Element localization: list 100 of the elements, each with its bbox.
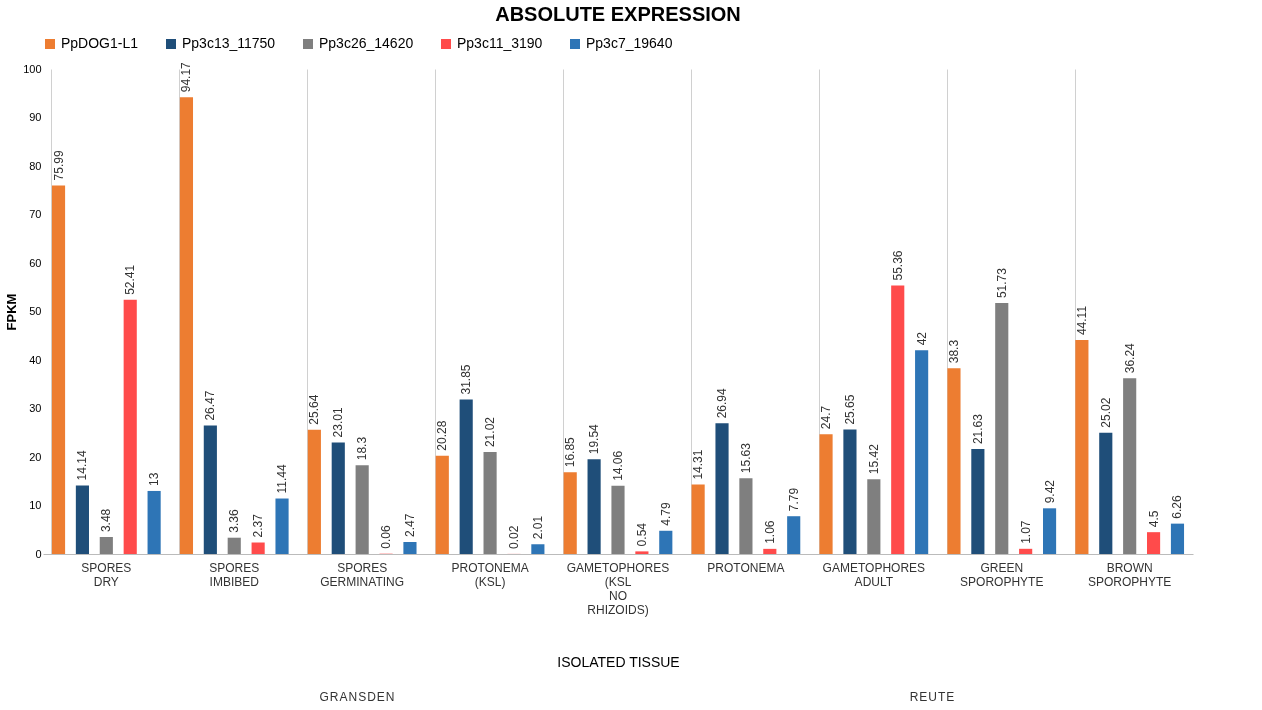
data-label: 0.54 — [634, 522, 649, 547]
data-label: 4.79 — [658, 502, 673, 526]
data-label: 14.31 — [691, 449, 706, 480]
bar — [947, 368, 961, 554]
bar — [819, 434, 833, 554]
data-label: 21.63 — [970, 413, 985, 445]
data-label: 26.47 — [203, 390, 218, 421]
bar — [1099, 432, 1113, 554]
bar — [459, 399, 473, 554]
data-label: 15.42 — [866, 443, 881, 475]
bar — [251, 542, 265, 554]
x-tick-label: GAMETOPHORES ADULT — [822, 560, 926, 589]
text: REUTE — [908, 690, 957, 704]
data-label: 15.63 — [738, 442, 753, 474]
bar — [403, 542, 417, 554]
bar — [843, 429, 857, 554]
bar — [971, 449, 985, 554]
bar — [763, 548, 777, 554]
data-label: 7.79 — [786, 487, 801, 512]
bar — [51, 185, 66, 554]
bar — [275, 498, 289, 554]
legend-label: Pp3c13_11750 — [182, 35, 276, 51]
x-tick-label: GREEN SPOROPHYTE — [960, 560, 1044, 589]
data-label: 19.54 — [587, 423, 602, 455]
bar — [659, 530, 673, 554]
legend-label: Pp3c7_19640 — [586, 35, 673, 51]
y-tick-label: 100 — [23, 62, 42, 75]
data-label: 52.41 — [123, 264, 138, 295]
data-label: 24.7 — [819, 405, 834, 430]
x-tick-label: PROTONEMA — [707, 560, 785, 575]
legend-label: Pp3c26_14620 — [319, 35, 414, 51]
data-label: 13 — [147, 472, 162, 486]
data-label: 2.47 — [402, 513, 417, 538]
data-label: 94.17 — [179, 61, 194, 93]
bar — [1075, 340, 1089, 554]
bar — [331, 442, 345, 554]
data-label: 25.65 — [842, 394, 857, 425]
data-label: 2.37 — [251, 513, 266, 538]
bar — [75, 485, 89, 554]
y-tick-label: 40 — [29, 353, 42, 366]
x-tick-label: SPORES DRY — [81, 560, 132, 589]
bar — [691, 484, 705, 554]
data-label: 23.01 — [331, 407, 346, 438]
y-tick-label: 90 — [29, 111, 42, 123]
data-label: 11.44 — [275, 464, 290, 494]
data-label: 55.36 — [890, 250, 905, 281]
data-label: 26.94 — [715, 387, 730, 419]
x-axis-title: ISOLATED TISSUE — [557, 653, 680, 670]
data-label: 0.06 — [379, 525, 394, 549]
bar — [995, 303, 1009, 554]
x-tick-label: BROWN SPOROPHYTE — [1088, 560, 1172, 589]
data-label: 1.07 — [1018, 520, 1033, 544]
data-label: 14.06 — [611, 450, 625, 481]
data-label: 25.64 — [307, 394, 322, 425]
bar — [531, 544, 545, 554]
x-tick-label: PROTONEMA (KSL) — [451, 560, 529, 589]
data-label: 0.02 — [506, 525, 521, 549]
bar — [435, 455, 449, 554]
bar — [179, 97, 194, 554]
data-label: 75.99 — [51, 150, 66, 181]
bar — [355, 465, 369, 554]
bar — [483, 452, 497, 554]
y-tick-label: 10 — [29, 499, 42, 511]
bar — [1123, 378, 1137, 554]
x-tick-label: SPORES IMBIBED — [209, 560, 260, 589]
bar — [147, 490, 161, 554]
bar — [1147, 532, 1161, 554]
data-label: 9.42 — [1042, 479, 1057, 504]
bar — [587, 459, 601, 554]
data-label: 16.85 — [563, 436, 578, 468]
data-label: 3.36 — [227, 509, 242, 533]
bar — [611, 485, 625, 554]
bar — [1170, 523, 1185, 554]
data-label: 20.28 — [435, 420, 450, 451]
data-label: 44.11 — [1074, 305, 1089, 336]
data-label: 6.26 — [1170, 494, 1185, 519]
data-label: 38.3 — [946, 339, 961, 364]
legend-label: Pp3c11_3190 — [457, 35, 543, 51]
bar — [635, 551, 649, 554]
data-label: 2.01 — [530, 515, 545, 540]
y-axis-title: FPKM — [4, 293, 20, 331]
data-label: 3.48 — [99, 508, 114, 533]
y-tick-label: 20 — [29, 450, 42, 463]
y-tick-label: 0 — [35, 547, 42, 560]
bar — [99, 537, 113, 554]
bar — [787, 516, 801, 554]
bar — [1042, 508, 1057, 554]
bar — [227, 537, 241, 554]
bar — [307, 429, 321, 554]
chart-title: ABSOLUTE EXPRESSION — [495, 3, 741, 25]
data-label: 1.06 — [762, 520, 777, 544]
data-label: 42 — [914, 331, 929, 346]
data-label: 31.85 — [459, 364, 474, 395]
bar — [1019, 548, 1033, 554]
bar — [739, 478, 753, 554]
data-label: 14.14 — [75, 450, 90, 481]
data-label: 21.02 — [483, 416, 498, 448]
y-tick-label: 80 — [29, 159, 42, 172]
data-label: 36.24 — [1122, 342, 1137, 374]
bar — [715, 423, 729, 554]
